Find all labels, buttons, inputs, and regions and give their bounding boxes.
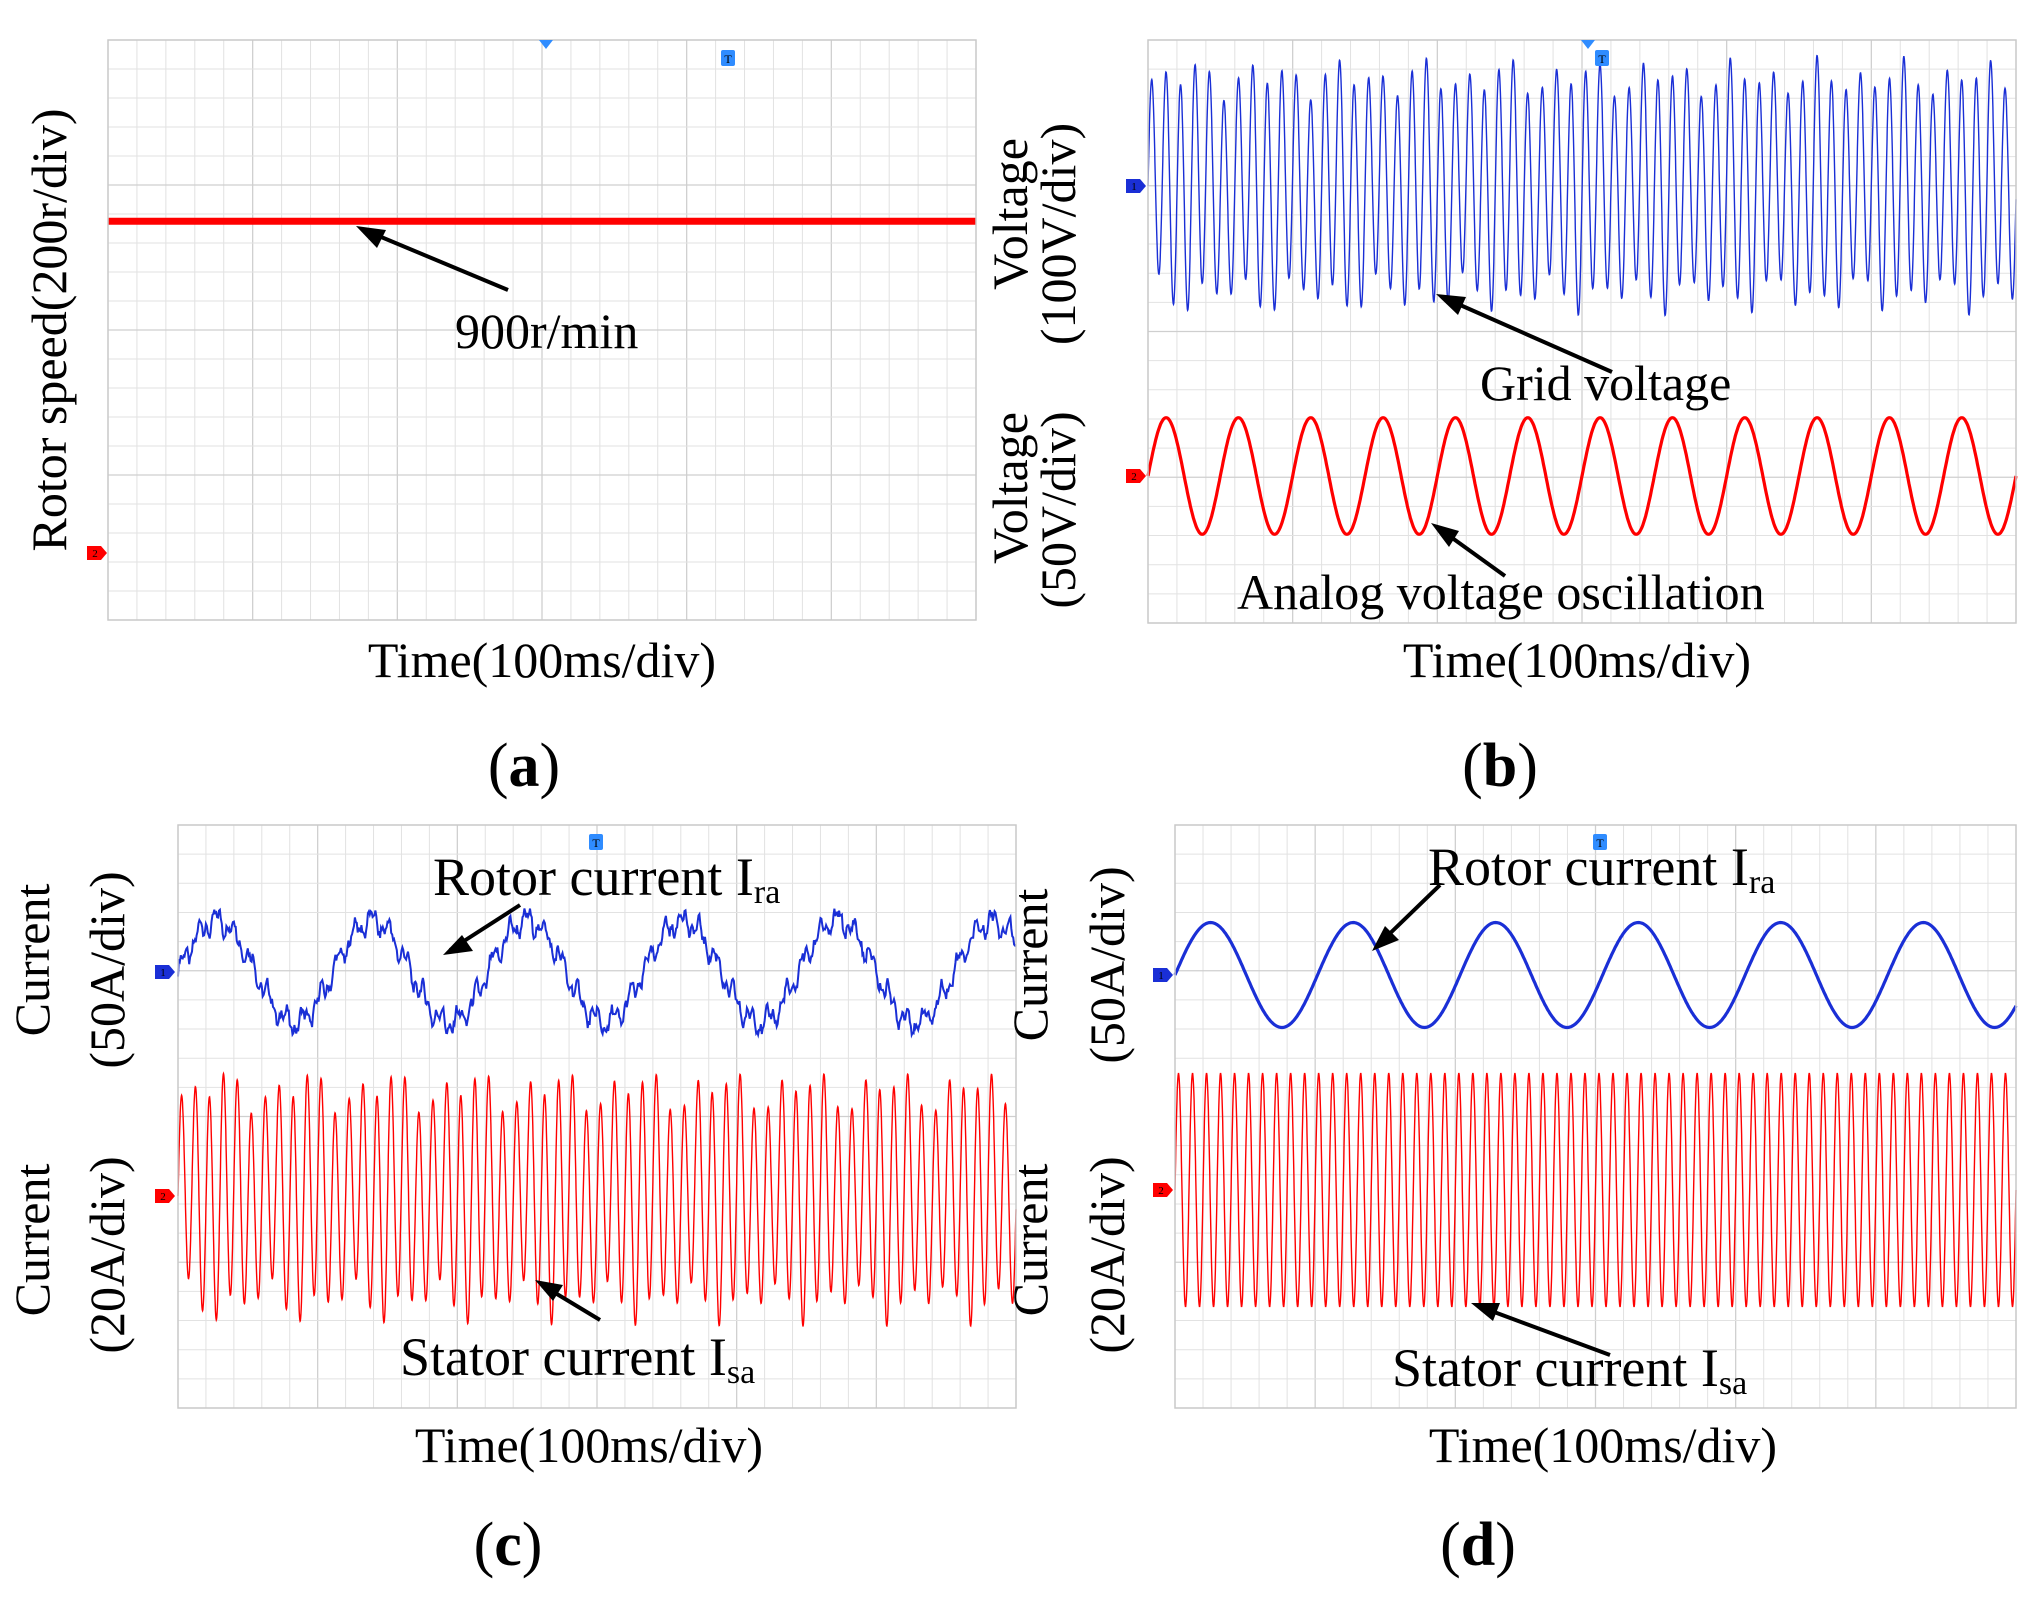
panel-c-markers: T 1 2 (155, 834, 603, 1203)
panel-d-frame (1174, 824, 2017, 1409)
panel-c-currents-oscillating: T 1 2 Rotor current Ira Stator current Isa… (4, 824, 1017, 1579)
panel-d-ylabel-1-line1: Current (1002, 889, 1058, 1042)
channel-marker-label: 2 (160, 1191, 166, 1203)
panel-c-letter: c (494, 1511, 522, 1579)
trace-stator-current (177, 1071, 1017, 1328)
panel-a-xlabel: Time(100ms/div) (368, 632, 716, 688)
channel-marker (155, 965, 175, 979)
channel-marker-label: 2 (1158, 1185, 1164, 1197)
trigger-marker (721, 50, 735, 66)
trigger-marker-label: T (1596, 836, 1604, 850)
trigger-marker (1595, 50, 1609, 66)
panel-a-annotation-arrow (361, 227, 509, 292)
panel-b-ylabel-2-line1: Voltage (982, 412, 1038, 564)
panel-d-annotation-rotor-arrowhead (1372, 926, 1399, 951)
trace-rotor-current (177, 907, 1017, 1039)
channel-marker (1153, 1183, 1173, 1197)
panel-c-traces (177, 907, 1017, 1328)
trace-rotor-current (1173, 920, 2018, 1030)
panel-d-ylabel-2-line1: Current (1002, 1164, 1058, 1317)
panel-c-annotation-stator-text: Stator current I (400, 1327, 727, 1387)
panel-b-ylabel-2-line2: (50V/div) (1030, 411, 1086, 608)
panel-d-traces (1173, 920, 2018, 1308)
channel-marker (1153, 968, 1173, 982)
panel-b-letter: b (1483, 732, 1517, 800)
panel-d-label: (d) (1440, 1511, 1516, 1579)
channel-marker (1126, 179, 1146, 193)
panel-c-label: (c) (474, 1511, 543, 1579)
trace-stator-current (1174, 1072, 2017, 1308)
panel-c-annotation-rotor: Rotor current Ira (433, 847, 780, 911)
channel-marker-label: 2 (92, 548, 98, 560)
trigger-position-marker (539, 40, 553, 49)
panel-d-letter: d (1461, 1511, 1495, 1579)
panel-d-annotation-stator-arrow (1477, 1304, 1611, 1357)
panel-a-annotation-arrowhead (356, 226, 386, 248)
panel-c-annotation-rotor-sub: ra (754, 874, 780, 911)
panel-b-label: (b) (1462, 732, 1538, 800)
trigger-position-marker (1581, 40, 1595, 49)
panel-b-voltages: T 1 2 Grid voltage Analog voltage oscillat… (982, 39, 2018, 800)
panel-c-annotation-stator-arrowhead (535, 1280, 563, 1301)
panel-c-ylabel-1-line2: (50A/div) (79, 871, 135, 1068)
panel-c-annotation-stator: Stator current Isa (400, 1327, 755, 1391)
panel-d-ylabel-2-line2: (20A/div) (1079, 1156, 1135, 1353)
channel-marker (1126, 469, 1146, 483)
panel-d-annotation-stator-text: Stator current I (1392, 1338, 1719, 1398)
panel-c-annotation-rotor-text: Rotor current I (433, 847, 754, 907)
panel-d-markers: T 1 2 (1153, 834, 1607, 1197)
panel-d-xlabel: Time(100ms/div) (1429, 1417, 1777, 1473)
panel-c-ylabel-2-line2: (20A/div) (79, 1156, 135, 1353)
panel-b-grid (1148, 40, 2016, 623)
panel-b-ylabel-1-line1: Voltage (982, 138, 1038, 290)
panel-c-frame (177, 824, 1017, 1409)
panel-a-grid (108, 40, 976, 620)
trigger-marker (589, 834, 603, 850)
panel-a-markers: T2 (87, 40, 735, 560)
channel-marker-label: 1 (1158, 970, 1164, 982)
panel-d-annotation-rotor: Rotor current Ira (1428, 837, 1775, 901)
panel-a-letter: a (509, 732, 540, 800)
panel-d-annotation-stator: Stator current Isa (1392, 1338, 1747, 1402)
panel-b-annotation-analog-arrowhead (1431, 523, 1459, 547)
panel-d-annotation-stator-arrowhead (1471, 1303, 1500, 1321)
channel-marker-label: 1 (1131, 181, 1137, 193)
panel-d-ylabel-1-line2: (50A/div) (1079, 866, 1135, 1063)
panel-c-ylabel-2-line1: Current (4, 1164, 60, 1317)
panel-b-markers: T 1 2 (1126, 40, 1609, 483)
panel-b-annotation-grid-arrow (1441, 295, 1613, 374)
trace-grid-voltage (1147, 54, 2017, 317)
panel-d-annotation-stator-sub: sa (1719, 1365, 1747, 1402)
panel-c-xlabel: Time(100ms/div) (415, 1417, 763, 1473)
trigger-marker (1593, 834, 1607, 850)
panel-b-annotation-grid-arrowhead (1436, 294, 1466, 315)
panel-b-annotation-analog: Analog voltage oscillation (1237, 564, 1765, 620)
panel-d-annotation-rotor-sub: ra (1749, 864, 1775, 901)
trigger-marker-label: T (724, 52, 732, 66)
panel-d-grid (1175, 825, 2016, 1408)
trigger-marker-label: T (592, 836, 600, 850)
channel-marker-label: 1 (160, 967, 166, 979)
channel-marker-label: 2 (1131, 471, 1137, 483)
trace-analog-voltage-oscillation (1146, 416, 2018, 536)
panel-a-ylabel: Rotor speed(200r/div) (21, 109, 77, 552)
panel-b-annotation-grid: Grid voltage (1480, 355, 1731, 411)
panel-d-annotation-rotor-text: Rotor current I (1428, 837, 1749, 897)
channel-marker (87, 546, 107, 560)
panel-a-label: (a) (488, 732, 560, 800)
channel-marker (155, 1189, 175, 1203)
panel-b-ylabel-1-line2: (100V/div) (1030, 123, 1086, 345)
panel-c-grid (178, 825, 1016, 1408)
panel-c-annotation-stator-sub: sa (727, 1354, 755, 1391)
panel-c-ylabel-1-line1: Current (4, 884, 60, 1037)
panel-a-rotor-speed: T2 900r/min Rotor speed(200r/div) Time(1… (21, 39, 977, 800)
panel-b-xlabel: Time(100ms/div) (1403, 632, 1751, 688)
trigger-marker-label: T (1598, 52, 1606, 66)
panel-a-annotation: 900r/min (455, 303, 638, 359)
panel-b-traces (1146, 54, 2018, 536)
panel-c-annotation-rotor-arrowhead (443, 935, 473, 955)
panel-d-currents-damped: T 1 2 Rotor current Ira Stator current Isa… (1002, 824, 2018, 1579)
